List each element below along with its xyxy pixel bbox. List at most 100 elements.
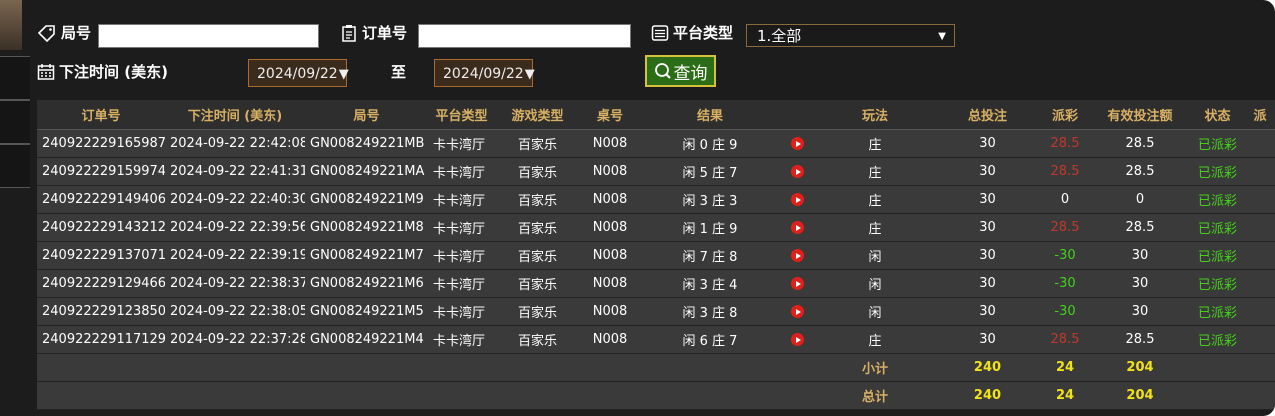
order-row: 240922229159974 2024-09-22 22:41:31 GN0082… (37, 157, 1275, 186)
play-button[interactable] (791, 193, 804, 206)
orders-table: 订单号 下注时间 (美东) 局号 平台类型 游戏类型 桌号 结果 玩法 总投注 派彩 有效投注额 状态… (37, 100, 1275, 410)
cell: 30 (935, 185, 1040, 214)
cell (495, 381, 580, 410)
column-header: 派 (1245, 100, 1275, 130)
cell: 30 (935, 213, 1040, 242)
column-header: 派彩 (1040, 100, 1090, 130)
order-row: 240922229137071 2024-09-22 22:39:19 GN0082… (37, 241, 1275, 270)
order-row: 240922229117129 2024-09-22 22:37:28 GN0082… (37, 325, 1275, 354)
play-button[interactable] (791, 249, 804, 262)
cell: 30 (1090, 297, 1190, 326)
cell: 闲 (815, 241, 935, 270)
cell (1245, 129, 1275, 158)
play-button[interactable] (791, 137, 804, 150)
cell: 卡卡湾厅 (428, 185, 495, 214)
cell: GN008249221MA (305, 157, 428, 186)
summary-value: 240 (935, 381, 1040, 410)
cell: 2024-09-22 22:40:30 (165, 185, 305, 214)
cell: GN008249221M4 (305, 325, 428, 354)
cell (780, 241, 815, 270)
cell: 0 (1040, 185, 1090, 214)
button-text: 查询 (673, 63, 708, 84)
cell (780, 381, 815, 410)
cell: 2024-09-22 22:39:19 (165, 241, 305, 270)
cell: -30 (1040, 297, 1090, 326)
cell: 百家乐 (495, 241, 580, 270)
column-header: 玩法 (815, 100, 935, 130)
cell: 已派彩 (1190, 213, 1245, 242)
summary-value: 204 (1090, 353, 1190, 382)
search-button[interactable]: 查询 (645, 55, 716, 87)
cell: 已派彩 (1190, 185, 1245, 214)
order-row: 240922229123850 2024-09-22 22:38:05 GN0082… (37, 297, 1275, 326)
cell (780, 213, 815, 242)
platform-select[interactable]: 1.全部 (746, 24, 955, 48)
cell (1245, 269, 1275, 298)
cell (1245, 325, 1275, 354)
column-header: 订单号 (37, 100, 165, 130)
cell: 2024-09-22 22:42:08 (165, 129, 305, 158)
label-text: 下注时间 (美东) (59, 63, 168, 81)
cell (580, 381, 640, 410)
cell (580, 353, 640, 382)
cell: 已派彩 (1190, 157, 1245, 186)
cell: 240922229117129 (37, 325, 165, 354)
cell (305, 353, 428, 382)
cell (1245, 241, 1275, 270)
order-row: 240922229165987 2024-09-22 22:42:08 GN0082… (37, 129, 1275, 158)
side-tab[interactable] (0, 56, 30, 100)
column-header (780, 100, 815, 130)
cell (640, 353, 780, 382)
side-tab[interactable] (0, 144, 30, 188)
cell: 卡卡湾厅 (428, 157, 495, 186)
cell: 闲 0 庄 9 (640, 129, 780, 158)
subtotal-row: 小计 240 24 204 (37, 353, 1275, 382)
play-button[interactable] (791, 165, 804, 178)
header-row: 订单号 下注时间 (美东) 局号 平台类型 游戏类型 桌号 结果 玩法 总投注 派彩 有效投注额 状态… (37, 100, 1275, 130)
cell: 闲 3 庄 8 (640, 297, 780, 326)
order-input[interactable] (418, 24, 631, 48)
cell: 庄 (815, 325, 935, 354)
order-row: 240922229129466 2024-09-22 22:38:37 GN0082… (37, 269, 1275, 298)
cell: 30 (935, 269, 1040, 298)
cell: 闲 6 庄 7 (640, 325, 780, 354)
cell: 30 (935, 297, 1040, 326)
cell (305, 381, 428, 410)
cell: GN008249221M6 (305, 269, 428, 298)
play-button[interactable] (791, 277, 804, 290)
total-row: 总计 240 24 204 (37, 381, 1275, 410)
cell: 28.5 (1040, 129, 1090, 158)
order-row: 240922229149406 2024-09-22 22:40:30 GN0082… (37, 185, 1275, 214)
cell: 2024-09-22 22:39:56 (165, 213, 305, 242)
platform-label: 平台类型 (651, 22, 733, 43)
play-button[interactable] (791, 221, 804, 234)
cell: N008 (580, 297, 640, 326)
cell (37, 353, 165, 382)
cell: 卡卡湾厅 (428, 297, 495, 326)
cell: GN008249221M9 (305, 185, 428, 214)
cell: 闲 7 庄 8 (640, 241, 780, 270)
play-button[interactable] (791, 305, 804, 318)
cell (780, 185, 815, 214)
play-button[interactable] (791, 333, 804, 346)
round-label: 局号 (37, 22, 91, 43)
cell: 30 (935, 325, 1040, 354)
cell: 0 (1090, 185, 1190, 214)
cell: 28.5 (1040, 157, 1090, 186)
side-tab[interactable] (0, 100, 30, 144)
cell: 百家乐 (495, 129, 580, 158)
cell: 闲 (815, 297, 935, 326)
cell (1245, 297, 1275, 326)
cell: 闲 1 庄 9 (640, 213, 780, 242)
date-from[interactable]: 2024/09/22 (248, 59, 347, 87)
cell: GN008249221M5 (305, 297, 428, 326)
cell: 百家乐 (495, 325, 580, 354)
column-header: 状态 (1190, 100, 1245, 130)
round-input[interactable] (98, 24, 319, 48)
cell (780, 353, 815, 382)
cell: 庄 (815, 213, 935, 242)
cell: 百家乐 (495, 157, 580, 186)
date-to[interactable]: 2024/09/22 (434, 59, 533, 87)
cell (1245, 353, 1275, 382)
